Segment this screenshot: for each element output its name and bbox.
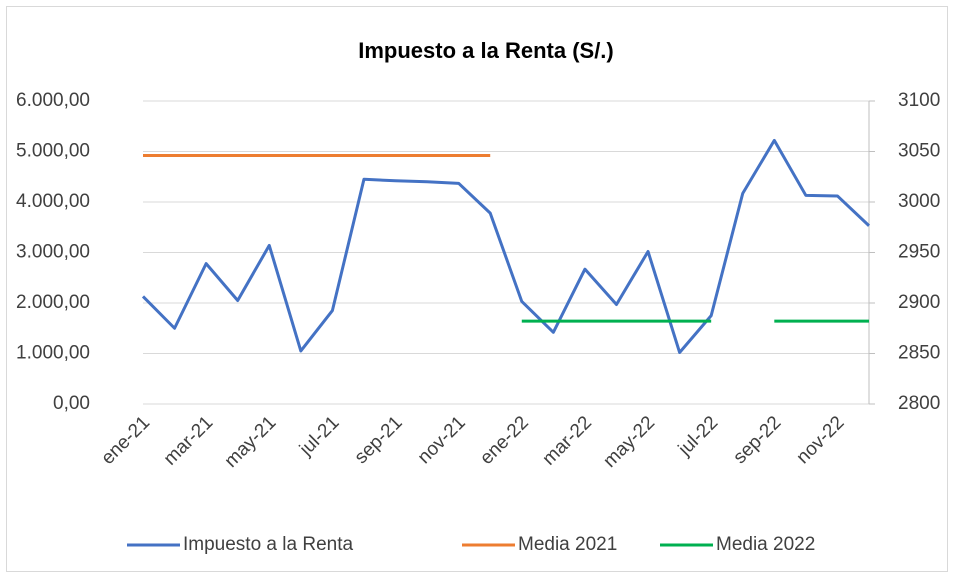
- y-tick-label: 1.000,00: [16, 343, 90, 364]
- y-tick-label: 6.000,00: [16, 90, 90, 111]
- y2-tick-label: 2950: [898, 242, 940, 263]
- y-tick-label: 4.000,00: [16, 191, 90, 212]
- y2-tick-label: 2900: [898, 292, 940, 313]
- y2-tick-label: 2850: [898, 343, 940, 364]
- y-tick-label: 3.000,00: [16, 242, 90, 263]
- legend-label: Media 2021: [518, 534, 617, 555]
- chart-border: [6, 6, 948, 572]
- y2-tick-label: 3100: [898, 90, 940, 111]
- y-tick-label: 2.000,00: [16, 292, 90, 313]
- y-tick-label: 0,00: [53, 393, 90, 414]
- chart-title: Impuesto a la Renta (S/.): [358, 38, 614, 63]
- y2-tick-label: 3050: [898, 141, 940, 162]
- legend-label: Media 2022: [716, 534, 815, 555]
- y2-tick-label: 3000: [898, 191, 940, 212]
- y2-tick-label: 2800: [898, 393, 940, 414]
- y-tick-label: 5.000,00: [16, 141, 90, 162]
- series-line: [141, 138, 871, 354]
- legend-label: Impuesto a la Renta: [183, 534, 353, 555]
